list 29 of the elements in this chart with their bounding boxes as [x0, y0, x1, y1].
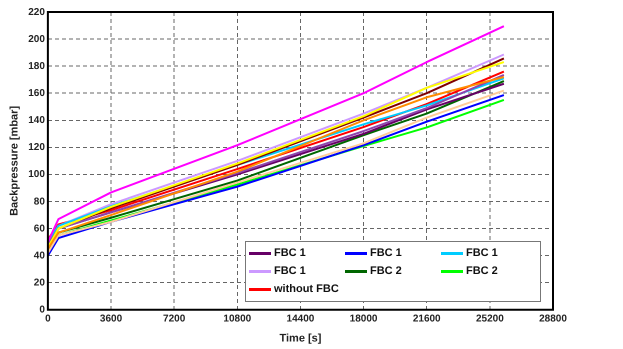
legend-label: FBC 1 [466, 247, 498, 260]
x-tick-label: 3600 [100, 314, 123, 325]
x-tick-label: 10800 [223, 314, 252, 325]
x-tick-label: 7200 [163, 314, 186, 325]
x-tick-label: 18000 [350, 314, 378, 325]
y-tick-label: 200 [28, 34, 46, 45]
y-tick-label: 160 [28, 88, 46, 99]
x-axis-title: Time [s] [279, 332, 322, 344]
legend-label: FBC 1 [274, 247, 306, 260]
y-tick-label: 180 [28, 60, 46, 72]
legend-label: without FBC [274, 283, 339, 296]
y-axis-title: Backpressure [mbar] [8, 106, 21, 216]
y-tick-label: 40 [34, 250, 46, 262]
x-tick-label: 21600 [412, 314, 442, 325]
legend-label: FBC 2 [370, 265, 402, 278]
legend-label: FBC 1 [370, 247, 402, 260]
y-tick-label: 120 [28, 142, 46, 154]
y-tick-label: 220 [28, 6, 46, 18]
y-tick-label: 20 [34, 277, 46, 288]
y-tick-label: 60 [34, 223, 46, 234]
y-tick-label: 80 [34, 196, 46, 208]
legend-label: FBC 1 [274, 265, 306, 278]
y-tick-label: 140 [28, 115, 46, 126]
x-tick-label: 14400 [286, 314, 315, 325]
y-tick-label: 0 [39, 304, 46, 316]
x-tick-label: 25200 [476, 314, 504, 325]
x-tick-label: 28800 [539, 314, 568, 325]
legend-label: FBC 2 [466, 265, 498, 278]
y-tick-label: 100 [28, 169, 46, 180]
